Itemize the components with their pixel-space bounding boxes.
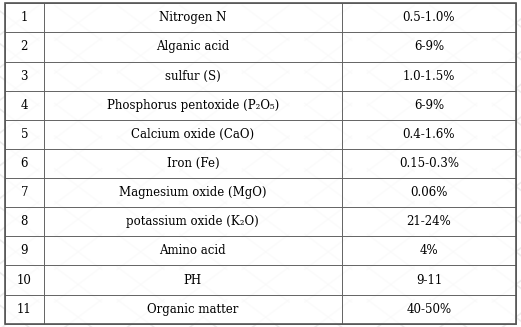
Bar xyxy=(342,266,516,295)
Bar xyxy=(342,91,516,120)
Bar xyxy=(5,120,43,149)
Bar xyxy=(43,266,342,295)
Text: 1: 1 xyxy=(21,11,28,24)
Bar xyxy=(5,178,43,207)
Bar xyxy=(43,61,342,91)
Bar xyxy=(342,120,516,149)
Bar xyxy=(43,295,342,324)
Bar xyxy=(342,178,516,207)
Bar xyxy=(5,61,43,91)
Text: potassium oxide (K₂O): potassium oxide (K₂O) xyxy=(127,215,259,228)
Text: 2: 2 xyxy=(21,41,28,54)
Text: Amino acid: Amino acid xyxy=(159,244,226,257)
Text: Nitrogen N: Nitrogen N xyxy=(159,11,227,24)
Text: 0.15-0.3%: 0.15-0.3% xyxy=(399,157,459,170)
Bar xyxy=(5,207,43,236)
Text: 11: 11 xyxy=(17,303,32,316)
Bar xyxy=(342,61,516,91)
Text: Organic matter: Organic matter xyxy=(147,303,239,316)
Bar xyxy=(342,207,516,236)
Bar xyxy=(43,207,342,236)
Text: 0.5-1.0%: 0.5-1.0% xyxy=(403,11,455,24)
Text: 40-50%: 40-50% xyxy=(406,303,452,316)
Bar xyxy=(5,3,43,32)
Text: 21-24%: 21-24% xyxy=(406,215,451,228)
Bar xyxy=(5,149,43,178)
Text: 6-9%: 6-9% xyxy=(414,41,444,54)
Bar xyxy=(43,32,342,61)
Text: sulfur (S): sulfur (S) xyxy=(165,70,221,83)
Bar xyxy=(342,3,516,32)
Text: 9-11: 9-11 xyxy=(416,273,442,286)
Text: 10: 10 xyxy=(17,273,32,286)
Bar xyxy=(43,120,342,149)
Bar xyxy=(43,149,342,178)
Bar xyxy=(5,266,43,295)
Bar xyxy=(43,3,342,32)
Text: 4: 4 xyxy=(21,99,28,112)
Text: 7: 7 xyxy=(21,186,28,199)
Text: Alganic acid: Alganic acid xyxy=(156,41,229,54)
Text: 3: 3 xyxy=(21,70,28,83)
Bar xyxy=(342,32,516,61)
Bar xyxy=(43,91,342,120)
Text: 0.4-1.6%: 0.4-1.6% xyxy=(403,128,455,141)
Text: 5: 5 xyxy=(21,128,28,141)
Text: 8: 8 xyxy=(21,215,28,228)
Text: 1.0-1.5%: 1.0-1.5% xyxy=(403,70,455,83)
Text: Magnesium oxide (MgO): Magnesium oxide (MgO) xyxy=(119,186,267,199)
Bar xyxy=(5,91,43,120)
Text: 4%: 4% xyxy=(420,244,438,257)
Bar xyxy=(43,236,342,266)
Bar xyxy=(5,32,43,61)
Text: 6-9%: 6-9% xyxy=(414,99,444,112)
Bar xyxy=(5,295,43,324)
Text: Phosphorus pentoxide (P₂O₅): Phosphorus pentoxide (P₂O₅) xyxy=(107,99,279,112)
Bar xyxy=(342,295,516,324)
Bar xyxy=(5,236,43,266)
Bar xyxy=(342,236,516,266)
Bar xyxy=(43,178,342,207)
Text: Iron (Fe): Iron (Fe) xyxy=(167,157,219,170)
Text: PH: PH xyxy=(184,273,202,286)
Text: Calcium oxide (CaO): Calcium oxide (CaO) xyxy=(131,128,254,141)
Text: 6: 6 xyxy=(21,157,28,170)
Text: 0.06%: 0.06% xyxy=(411,186,448,199)
Bar xyxy=(342,149,516,178)
Text: 9: 9 xyxy=(21,244,28,257)
